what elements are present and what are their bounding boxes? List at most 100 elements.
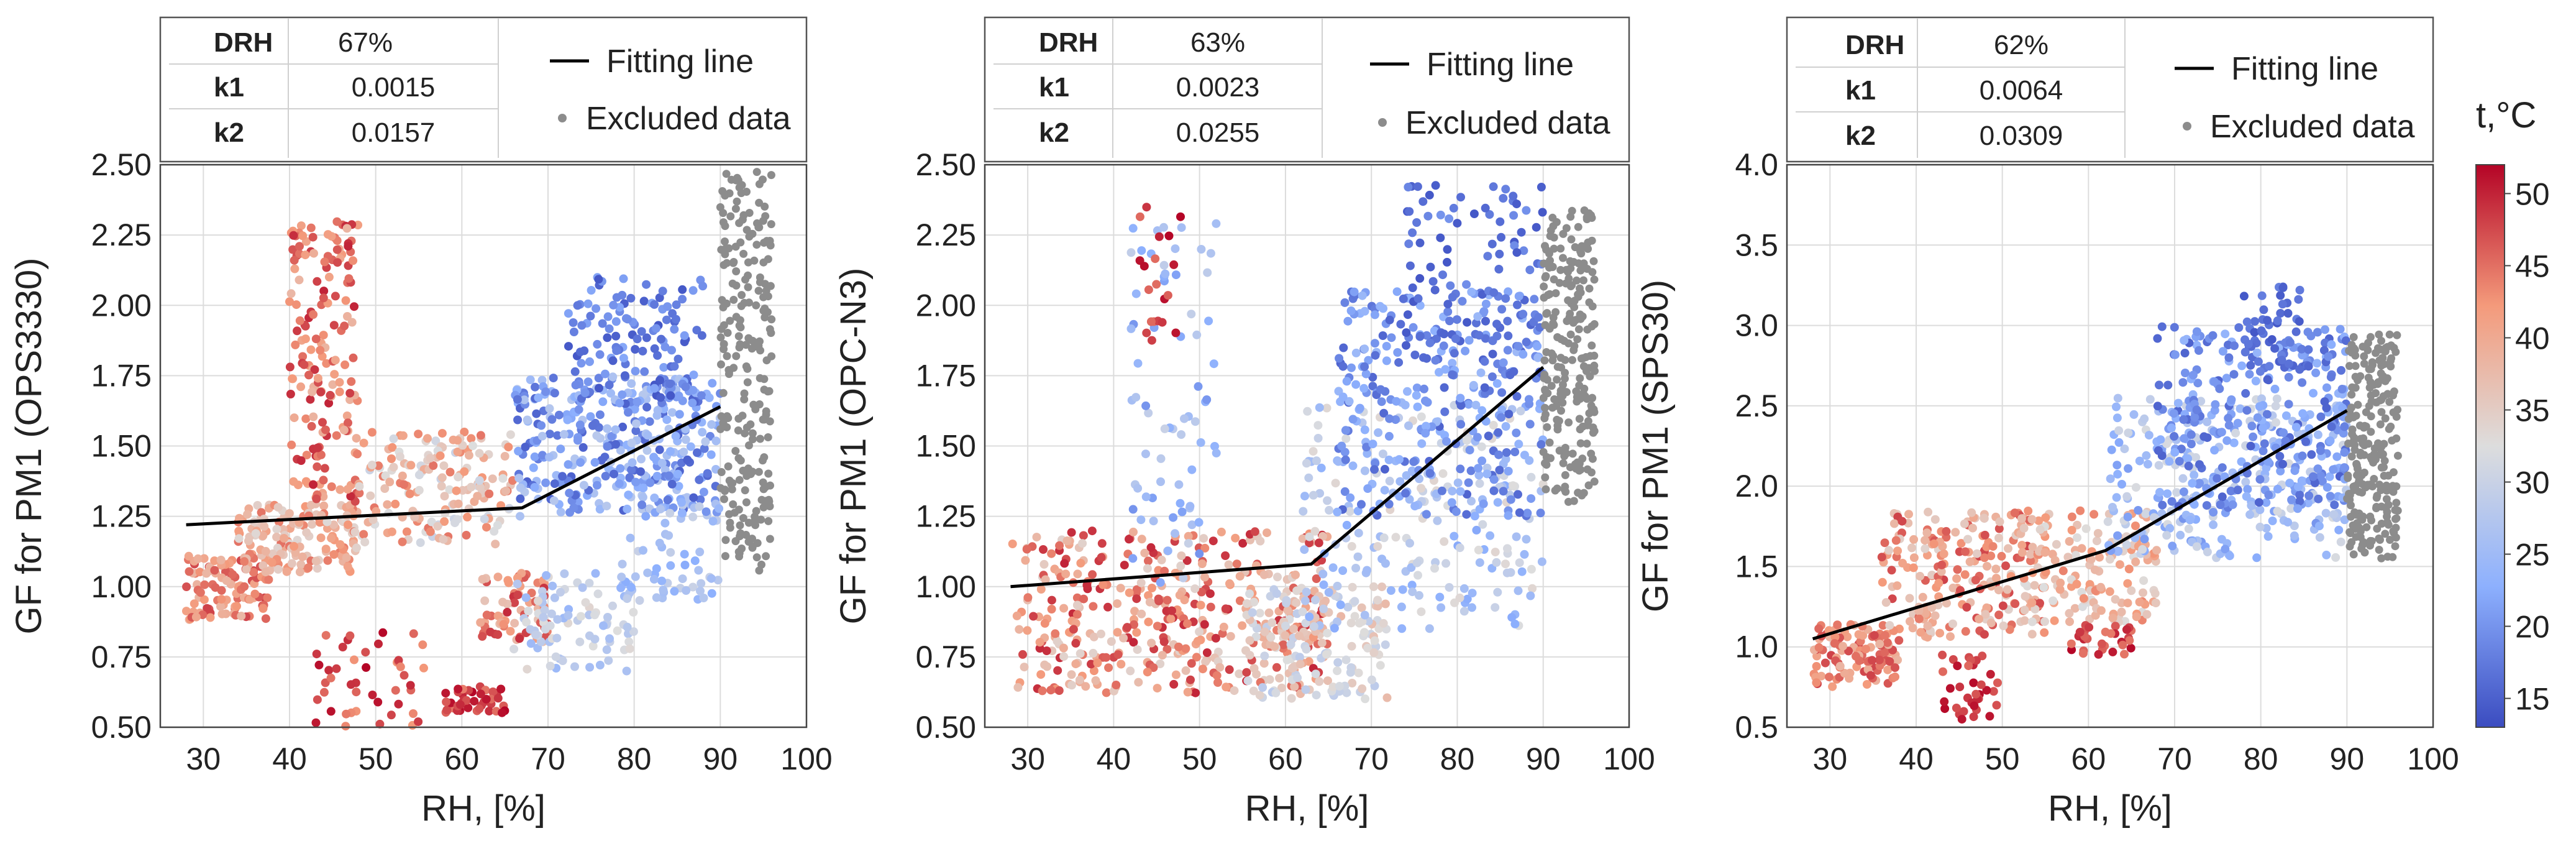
data-point	[678, 574, 687, 584]
data-point	[2091, 611, 2100, 620]
data-point	[1838, 641, 1847, 651]
data-point	[1975, 614, 1984, 623]
data-point	[1830, 639, 1839, 648]
data-point	[2216, 500, 2225, 509]
data-point	[529, 463, 538, 472]
data-point	[1921, 544, 1930, 553]
data-point	[1488, 349, 1497, 359]
excluded-point	[1567, 235, 1576, 244]
data-point	[2179, 415, 2188, 424]
data-point	[1451, 507, 1461, 517]
data-point	[1141, 492, 1151, 502]
data-point	[308, 232, 317, 242]
data-point	[400, 480, 409, 489]
y-tick-label: 1.00	[91, 569, 152, 604]
data-point	[563, 415, 572, 425]
data-point	[355, 489, 364, 498]
data-point	[1478, 456, 1487, 466]
data-point	[1971, 689, 1981, 699]
excluded-point	[2362, 523, 2371, 531]
data-point	[1512, 248, 1522, 257]
data-point	[1472, 318, 1481, 328]
data-point	[346, 492, 355, 501]
data-point	[2341, 336, 2350, 346]
data-point	[437, 429, 447, 438]
data-point	[595, 505, 605, 514]
data-point	[2270, 384, 2280, 393]
data-point	[342, 709, 351, 719]
excluded-point	[2356, 527, 2365, 536]
data-point	[1475, 479, 1484, 488]
data-point	[1141, 449, 1150, 459]
data-point	[1135, 212, 1144, 221]
data-point	[1158, 318, 1167, 327]
data-point	[509, 645, 519, 654]
data-point	[1346, 668, 1355, 677]
data-point	[1097, 553, 1106, 562]
data-point	[1982, 603, 1991, 612]
data-point	[1131, 393, 1141, 402]
excluded-point	[2345, 495, 2354, 504]
data-point	[1538, 208, 1547, 217]
data-point	[2336, 537, 2345, 546]
data-point	[1181, 666, 1190, 675]
data-point	[202, 569, 211, 578]
data-point	[464, 703, 473, 712]
data-point	[1119, 633, 1128, 643]
data-point	[624, 408, 633, 417]
data-point	[1046, 686, 1056, 695]
data-point	[627, 438, 636, 448]
data-point	[1438, 469, 1448, 478]
data-point	[193, 554, 203, 563]
data-point	[291, 340, 300, 349]
data-point	[2290, 522, 2299, 530]
data-point	[301, 250, 310, 260]
x-tick-label: 90	[703, 742, 738, 776]
data-point	[302, 528, 311, 537]
excluded-point	[1543, 423, 1551, 431]
data-point	[549, 374, 558, 383]
data-point	[468, 441, 477, 451]
data-point	[610, 469, 618, 479]
data-point	[1311, 595, 1320, 605]
data-point	[298, 352, 308, 361]
data-point	[1291, 570, 1300, 579]
legend-excluded-swatch	[558, 114, 567, 122]
data-point	[1283, 605, 1292, 615]
data-point	[500, 452, 509, 461]
data-point	[583, 377, 593, 387]
data-point	[304, 370, 313, 380]
excluded-point	[2377, 554, 2386, 563]
data-point	[569, 328, 578, 336]
data-point	[1200, 620, 1209, 629]
info-value-k1: 0.0015	[352, 72, 436, 103]
excluded-point	[1561, 369, 1569, 377]
data-point	[663, 495, 672, 505]
data-point	[2001, 561, 2011, 571]
data-point	[1377, 582, 1387, 592]
data-point	[1130, 620, 1138, 629]
data-point	[326, 707, 336, 716]
data-point	[2040, 548, 2050, 557]
data-point	[1489, 486, 1499, 495]
data-point	[1940, 697, 1949, 706]
data-point	[2192, 542, 2201, 551]
data-point	[2332, 452, 2342, 461]
data-point	[1341, 426, 1350, 435]
data-point	[2162, 531, 2172, 540]
data-point	[1487, 372, 1497, 382]
data-point	[1163, 546, 1172, 556]
data-point	[665, 447, 675, 456]
data-point	[1059, 652, 1069, 661]
data-point	[618, 390, 627, 399]
x-tick-label: 60	[1268, 742, 1303, 776]
data-point	[643, 568, 652, 577]
excluded-point	[2378, 354, 2387, 362]
data-point	[1249, 597, 1259, 607]
data-point	[603, 333, 612, 342]
data-point	[1906, 617, 1914, 626]
data-point	[1341, 455, 1350, 464]
data-point	[2278, 459, 2287, 469]
data-point	[1153, 622, 1162, 631]
data-point	[1235, 596, 1245, 605]
